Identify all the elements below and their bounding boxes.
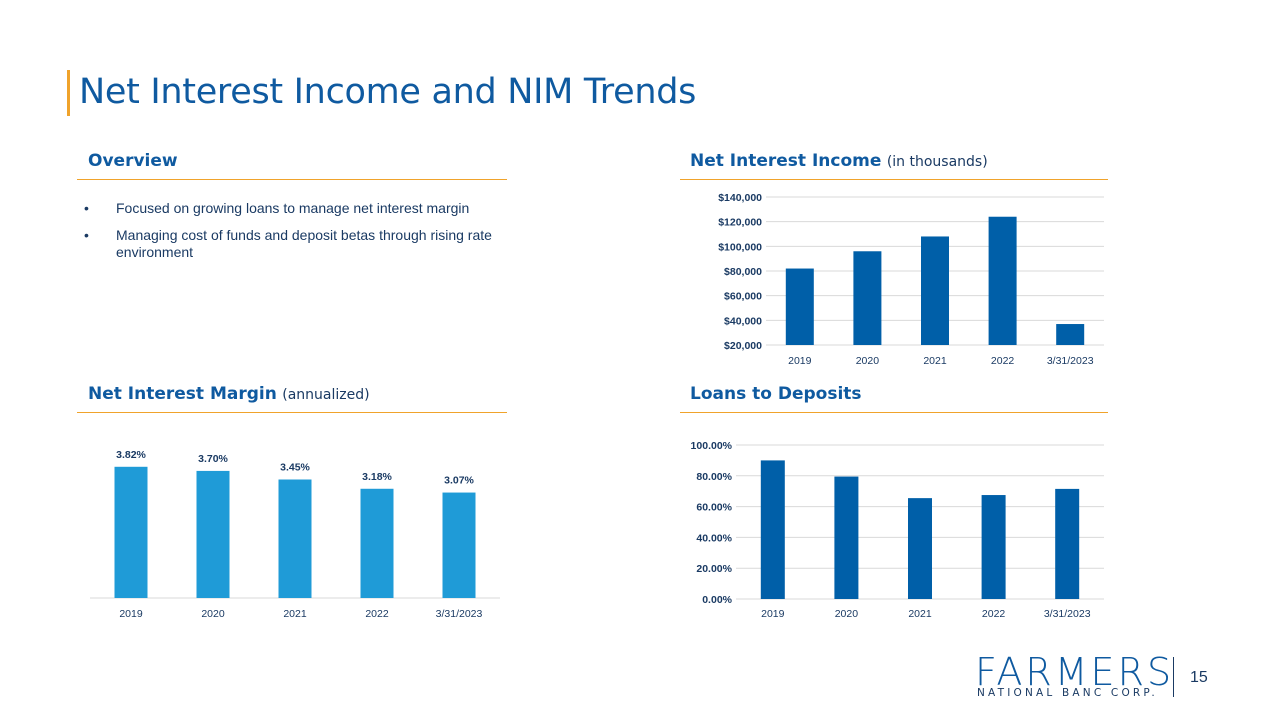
data-label: 3.18%: [362, 471, 392, 483]
x-tick-label: 2021: [908, 608, 932, 620]
y-tick-label: 60.00%: [696, 502, 732, 514]
y-tick-label: 20.00%: [696, 563, 732, 575]
bar-2019: [760, 460, 785, 599]
bullet-icon: •: [84, 227, 89, 243]
y-tick-label: $40,000: [724, 315, 762, 327]
x-tick-label: 2022: [982, 608, 1006, 620]
bar-2020: [853, 251, 882, 345]
nii-heading: Net Interest Income (in thousands): [680, 151, 1108, 180]
x-tick-label: 2021: [923, 355, 947, 367]
bullet-icon: •: [84, 200, 89, 216]
x-tick-label: 3/31/2023: [1047, 355, 1094, 367]
bar-3-31-2023: [1056, 324, 1085, 345]
x-tick-label: 3/31/2023: [1044, 608, 1091, 620]
bar-2021: [278, 479, 312, 598]
list-item: • Focused on growing loans to manage net …: [84, 200, 514, 217]
nii-chart: $20,000 $40,000 $60,000 $80,000 $100,000 $120…: [718, 192, 1104, 367]
y-tick-label: $140,000: [718, 192, 762, 204]
list-item: • Managing cost of funds and deposit beta…: [84, 227, 514, 261]
overview-heading: Overview: [77, 151, 507, 180]
bar-2020: [196, 470, 230, 598]
x-tick-label: 2020: [856, 355, 880, 367]
bullet-text: Focused on growing loans to manage net i…: [116, 200, 470, 216]
bar-2022: [988, 216, 1017, 345]
bar-2020: [834, 476, 859, 599]
y-tick-label: 40.00%: [696, 532, 732, 544]
y-tick-label: $80,000: [724, 266, 762, 278]
bar-3-31-2023: [442, 492, 476, 598]
ltd-heading-text: Loans to Deposits: [690, 384, 862, 404]
data-label: 3.70%: [198, 453, 228, 465]
bar-3-31-2023: [1055, 488, 1080, 599]
bar-2022: [981, 495, 1006, 599]
x-tick-label: 2020: [201, 608, 225, 620]
x-tick-label: 3/31/2023: [436, 608, 483, 620]
data-label: 3.07%: [444, 475, 474, 487]
logo-wordmark: FARMERS: [975, 650, 1175, 694]
bar-2021: [908, 498, 932, 599]
y-tick-label: $100,000: [718, 241, 762, 253]
x-tick-label: 2021: [283, 608, 307, 620]
x-tick-label: 2019: [761, 608, 785, 620]
x-tick-label: 2019: [119, 608, 143, 620]
y-tick-label: 100.00%: [691, 440, 733, 452]
x-tick-label: 2019: [788, 355, 812, 367]
y-tick-label: $120,000: [718, 217, 762, 229]
farmers-logo: FARMERS NATIONAL BANC CORP.: [975, 651, 1171, 703]
nii-heading-sub: (in thousands): [886, 154, 988, 170]
x-tick-label: 2020: [835, 608, 859, 620]
page-number-divider: [1173, 657, 1174, 697]
ltd-heading: Loans to Deposits: [680, 384, 1108, 413]
title-accent-bar: [67, 70, 70, 116]
data-label: 3.45%: [280, 462, 310, 474]
nim-chart: 3.82% 2019 3.70% 2020 3.45% 2021 3.18% 2022 3.07…: [90, 449, 500, 620]
bar-2019: [114, 466, 148, 598]
overview-bullet-list: • Focused on growing loans to manage net …: [84, 200, 514, 271]
y-tick-label: $60,000: [724, 291, 762, 303]
page-title: Net Interest Income and NIM Trends: [79, 72, 697, 112]
nim-heading-text: Net Interest Margin: [88, 384, 277, 404]
ltd-chart: 0.00% 20.00% 40.00% 60.00% 80.00% 100.00% 2019…: [691, 440, 1104, 620]
data-label: 3.82%: [116, 449, 146, 461]
x-tick-label: 2022: [991, 355, 1015, 367]
nim-heading-sub: (annualized): [282, 387, 370, 403]
bullet-text: Managing cost of funds and deposit betas…: [116, 227, 492, 260]
bar-2022: [360, 488, 394, 598]
bar-2019: [785, 268, 814, 345]
y-tick-label: $20,000: [724, 340, 762, 352]
y-tick-label: 80.00%: [696, 471, 732, 483]
overview-heading-text: Overview: [88, 151, 178, 171]
nii-heading-text: Net Interest Income: [690, 151, 882, 171]
page-number: 15: [1190, 669, 1208, 686]
nim-heading: Net Interest Margin (annualized): [77, 384, 507, 413]
y-tick-label: 0.00%: [702, 594, 732, 606]
bar-2021: [921, 236, 949, 345]
logo-subtitle: NATIONAL BANC CORP.: [977, 687, 1158, 699]
x-tick-label: 2022: [365, 608, 389, 620]
